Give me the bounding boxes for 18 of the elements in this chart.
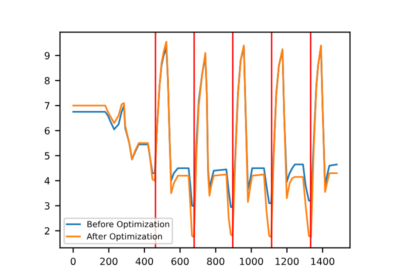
y-tick-label: 3	[44, 202, 50, 210]
y-tick-label: 5	[44, 152, 50, 160]
y-tick-label: 4	[44, 177, 50, 184]
y-tick-label: 9	[44, 52, 50, 60]
y-tick-label: 8	[44, 77, 50, 84]
legend-label: Before Optimization	[87, 220, 170, 229]
x-tick-label: 800	[207, 258, 224, 266]
y-tick-label: 2	[44, 227, 50, 234]
y-tick-label: 7	[44, 102, 50, 110]
x-tick-label: 200	[100, 258, 118, 266]
x-tick-label: 400	[136, 258, 154, 266]
x-tick-label: 600	[171, 258, 189, 266]
x-tick-label: 1400	[311, 258, 334, 266]
x-tick-label: 1200	[276, 258, 299, 266]
x-tick-label: 1000	[240, 258, 264, 266]
x-tick-label: 0	[70, 258, 76, 266]
legend-label: After Optimization	[86, 233, 162, 242]
y-tick-label: 6	[44, 127, 50, 134]
